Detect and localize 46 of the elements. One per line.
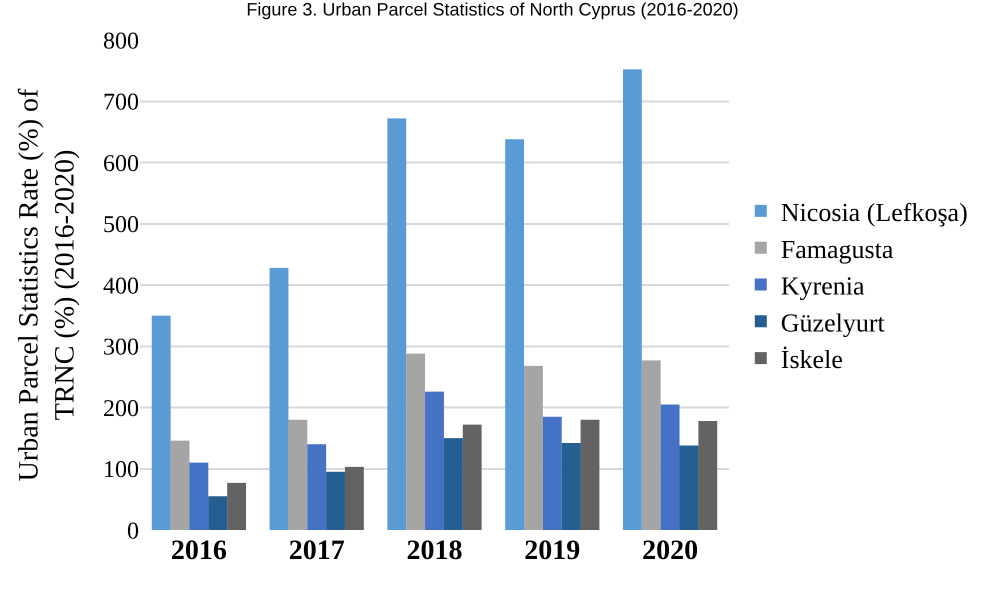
bar [660,404,680,530]
bar [542,416,562,530]
legend-label: Kyrenia [780,272,865,301]
y-tick-label: 200 [103,396,139,422]
y-tick-label: 300 [103,334,139,361]
y-tick-label: 0 [127,518,139,544]
bar [326,472,345,530]
bar [189,462,208,530]
y-tick-label: 800 [103,28,139,54]
bar [208,496,228,530]
legend-label: Nicosia (Lefkoşa) [780,198,968,228]
legend-label: Güzelyurt [780,308,886,338]
x-tick-label: 2016 [170,535,227,566]
y-axis-title: Urban Parcel Statistics Rate (%) of TRNC (%) (2016-2020) [13,88,81,482]
bar [152,316,171,530]
legend-label: İskele [780,345,843,374]
bar [406,354,426,530]
y-tick-label: 100 [103,457,139,484]
bar [425,392,444,530]
bar [170,440,190,530]
legend-label: Famagusta [780,234,894,264]
bar [622,69,642,530]
bar [344,466,364,530]
bar [505,139,524,530]
y-tick-label: 700 [103,90,139,116]
y-tick-label: 600 [103,150,139,177]
y-tick-label: 400 [103,273,139,300]
bar [387,118,406,530]
bar [227,482,246,530]
bar [580,420,600,530]
bar [524,366,543,530]
bar [680,445,698,530]
bar [562,443,581,530]
bar [307,444,326,530]
bar [288,420,308,530]
bar [270,268,288,530]
x-tick-label: 2019 [524,535,580,566]
y-tick-label: 500 [103,212,139,238]
bar [444,438,463,530]
x-tick-label: 2020 [642,535,698,566]
x-tick-label: 2018 [406,535,462,566]
chart-title: Figure 3. Urban Parcel Statistics of North Cyprus (2016-2020) [246,0,739,20]
x-tick-label: 2017 [288,535,345,566]
bar [462,424,482,530]
bar [642,360,661,530]
bar [698,420,718,530]
